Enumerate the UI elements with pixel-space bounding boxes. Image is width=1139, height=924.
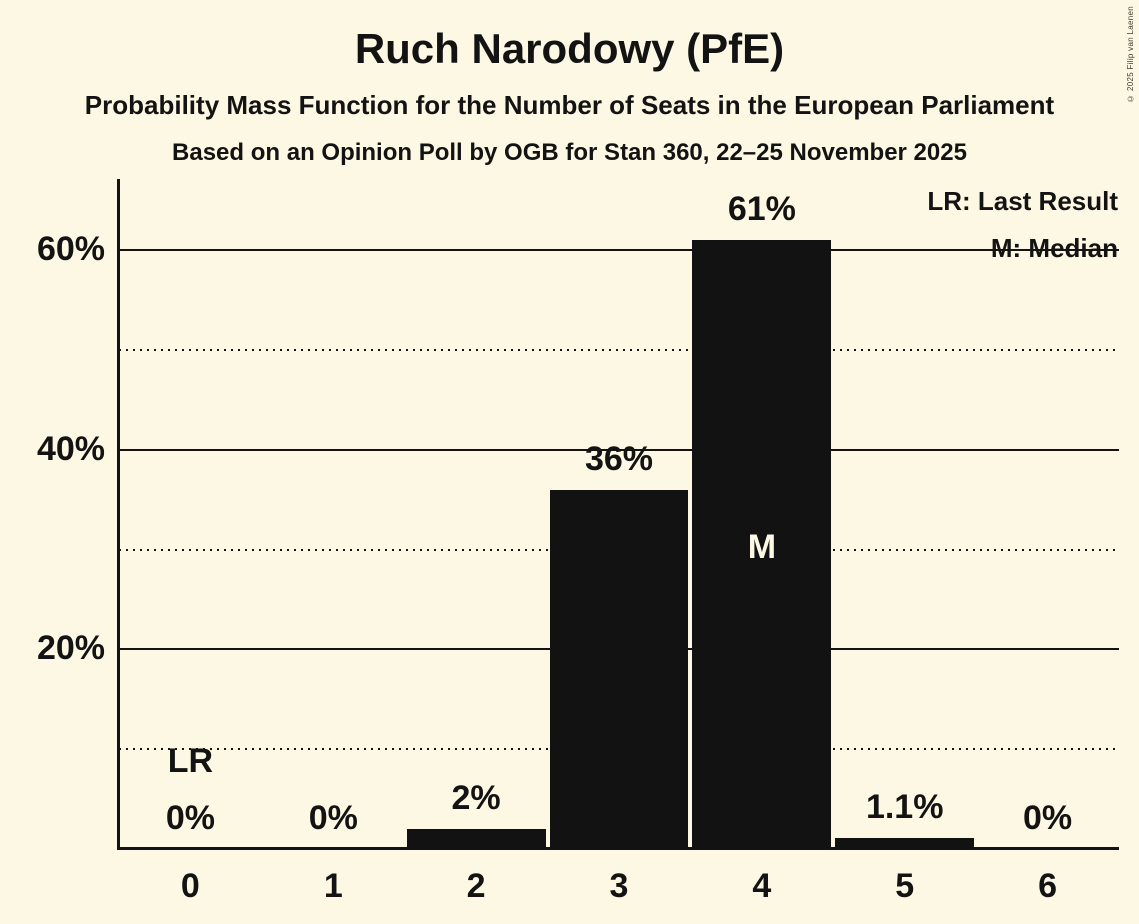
gridline-dotted <box>119 348 1119 351</box>
x-tick-label: 6 <box>1038 867 1058 905</box>
bar <box>406 829 546 849</box>
x-tick-label: 3 <box>609 867 629 905</box>
x-tick-label: 0 <box>180 867 200 905</box>
x-tick-label: 1 <box>323 867 343 905</box>
copyright-note: © 2025 Filip van Laenen <box>1126 6 1135 103</box>
bar-value-label: 0% <box>308 799 358 837</box>
gridline-solid <box>119 448 1119 451</box>
x-tick-label: 5 <box>895 867 915 905</box>
y-tick-label: 20% <box>36 629 105 668</box>
x-tick-label: 2 <box>466 867 486 905</box>
bar <box>835 838 975 849</box>
legend-median: M: Median <box>990 233 1118 263</box>
chart-title: Ruch Narodowy (PfE) <box>354 25 785 72</box>
chart-subtitle: Probability Mass Function for the Number… <box>84 90 1055 120</box>
chart-poll-line: Based on an Opinion Poll by OGB for Stan… <box>172 139 967 166</box>
y-tick-label: 40% <box>36 429 105 468</box>
bar-value-label: 1.1% <box>865 788 944 826</box>
bar-value-label: 0% <box>1023 799 1073 837</box>
lr-annotation: LR <box>167 742 214 780</box>
bar-value-label: 0% <box>165 799 215 837</box>
x-tick-label: 4 <box>752 867 772 905</box>
y-axis-line <box>117 179 120 850</box>
gridline-solid <box>119 249 1119 251</box>
median-annotation: M <box>747 528 777 566</box>
legend-last-result: LR: Last Result <box>927 186 1118 216</box>
bar-value-label: 61% <box>727 190 796 228</box>
bar-value-label: 36% <box>584 439 654 478</box>
bar-value-label: 2% <box>451 779 501 817</box>
y-tick-label: 60% <box>36 230 105 268</box>
bar <box>549 489 689 849</box>
bar <box>692 240 832 849</box>
